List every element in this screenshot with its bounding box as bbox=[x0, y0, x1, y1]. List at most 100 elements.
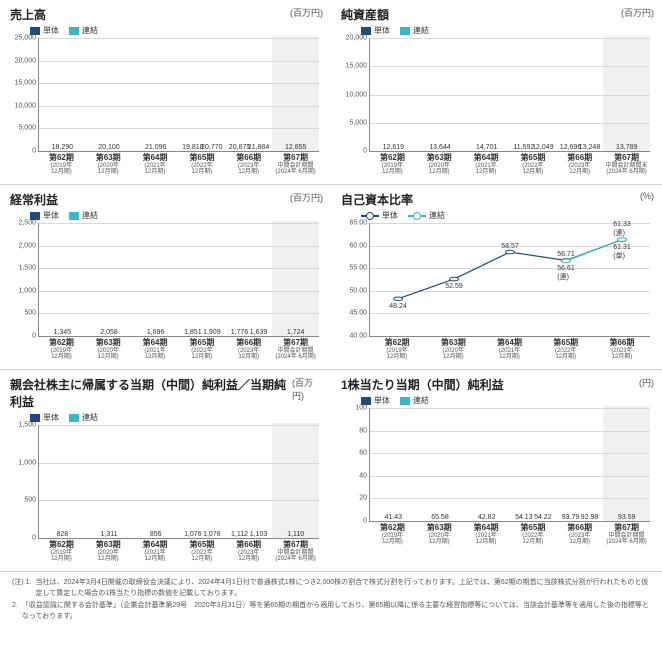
y-tick: 5,000 bbox=[349, 119, 370, 126]
plot-area: 40.0045.0050.0055.0060.0065.0048.2452.59… bbox=[369, 223, 650, 337]
legend-swatch bbox=[69, 212, 79, 220]
legend-item: 連結 bbox=[408, 210, 445, 221]
legend-swatch bbox=[69, 27, 79, 35]
chart-title: 1株当たり当期（中間）純利益 bbox=[341, 376, 504, 393]
x-category: 第63期(2020年12月期) bbox=[425, 337, 481, 365]
legend-swatch bbox=[30, 414, 40, 422]
legend-item: 連結 bbox=[69, 412, 98, 423]
legend-item: 連結 bbox=[400, 25, 429, 36]
legend-label: 単体 bbox=[382, 210, 398, 221]
legend: 単体連結 bbox=[361, 25, 654, 36]
x-category: 第67期中間会計期間(2024年 6月期) bbox=[603, 522, 650, 550]
bar-value-label: 1,076 bbox=[184, 531, 202, 538]
bar-value-label: 20,770 bbox=[201, 144, 222, 151]
y-tick: 40.00 bbox=[349, 333, 370, 340]
bar-value-label: 12,049 bbox=[532, 144, 553, 151]
y-tick: 500 bbox=[24, 497, 39, 504]
chart-title: 親会社株主に帰属する当期（中間）純利益／当期純利益 bbox=[10, 376, 292, 410]
bar-value-label: 92.98 bbox=[581, 514, 599, 521]
bar-value-label: 93.59 bbox=[618, 514, 636, 521]
point-label: 58.57 bbox=[501, 243, 519, 250]
bar-value-label: 12,855 bbox=[285, 144, 306, 151]
chart-unit: (円) bbox=[639, 376, 654, 389]
plot-area: 05,00010,00015,00020,00012,61913,64414,7… bbox=[369, 38, 650, 152]
y-tick: 1,500 bbox=[18, 422, 39, 429]
bar-value-label: 828 bbox=[56, 531, 68, 538]
x-category: 第62期(2019年12月期) bbox=[369, 337, 425, 365]
plot-area: 05001,0001,5002,0002,5001,3452,0581,6961… bbox=[38, 223, 319, 337]
x-category: 第62期(2019年12月期) bbox=[38, 337, 85, 365]
legend-swatch bbox=[400, 27, 410, 35]
legend-label: 連結 bbox=[429, 210, 445, 221]
legend-line-swatch bbox=[408, 215, 426, 217]
chart-panel: 売上高(百万円)単体連結05,00010,00015,00020,00025,0… bbox=[0, 0, 331, 185]
x-category: 第64期(2021年12月期) bbox=[132, 539, 179, 567]
x-category: 第65期(2022年12月期) bbox=[509, 152, 556, 180]
x-category: 第67期中間会計期間(2024年 6月期) bbox=[272, 152, 319, 180]
y-tick: 55.00 bbox=[349, 265, 370, 272]
x-category: 第63期(2020年12月期) bbox=[416, 152, 463, 180]
bar-value-label: 1,112 bbox=[231, 531, 248, 538]
x-category: 第66期(2023年12月期) bbox=[594, 337, 650, 365]
y-tick: 50.00 bbox=[349, 287, 370, 294]
x-category: 第63期(2020年12月期) bbox=[85, 337, 132, 365]
plot-area: 05001,0001,5008281,3118561,0761,0781,112… bbox=[38, 425, 319, 539]
bar-value-label: 1,851 bbox=[184, 329, 202, 336]
bar-value-label: 2,058 bbox=[100, 329, 118, 336]
legend-swatch bbox=[30, 212, 40, 220]
legend-swatch bbox=[361, 27, 371, 35]
x-category: 第65期(2022年12月期) bbox=[538, 337, 594, 365]
chart-panel: 1株当たり当期（中間）純利益 (円) 単体連結 02040608010041.4365… bbox=[331, 370, 662, 572]
x-category: 第66期(2023年12月期) bbox=[225, 337, 272, 365]
y-tick: 5,000 bbox=[18, 125, 39, 132]
x-category: 第63期(2020年12月期) bbox=[85, 539, 132, 567]
legend-swatch bbox=[400, 397, 410, 405]
bar-value-label: 1,724 bbox=[287, 329, 305, 336]
footnote-marker: 2. bbox=[12, 601, 18, 622]
legend: 単体連結 bbox=[361, 395, 654, 406]
bar-value-label: 54.22 bbox=[534, 514, 552, 521]
legend: 単体 連結 bbox=[361, 210, 654, 221]
legend-item: 連結 bbox=[69, 210, 98, 221]
bar-value-label: 14,701 bbox=[476, 144, 497, 151]
bar-value-label: 12,619 bbox=[383, 144, 404, 151]
bar-value-label: 1,078 bbox=[203, 531, 221, 538]
y-tick: 10,000 bbox=[346, 91, 370, 98]
footnote: (注) 1.当社は、2024年3月4日開催の取締役会決議により、2024年4月1… bbox=[12, 578, 650, 599]
data-point bbox=[618, 238, 627, 242]
x-category: 第65期(2022年12月期) bbox=[178, 539, 225, 567]
bar-value-label: 1,696 bbox=[147, 329, 165, 336]
line-svg bbox=[370, 223, 650, 336]
bar-value-label: 13,248 bbox=[579, 144, 600, 151]
bar-value-label: 21,096 bbox=[145, 144, 166, 151]
x-category: 第64期(2021年12月期) bbox=[132, 152, 179, 180]
legend-label: 連結 bbox=[82, 412, 98, 423]
bar-value-label: 13,644 bbox=[429, 144, 450, 151]
data-point bbox=[450, 277, 459, 281]
plot-area: 02040608010041.4365.5842.8254.1354.2293.… bbox=[369, 408, 650, 522]
x-category: 第64期(2021年12月期) bbox=[463, 152, 510, 180]
chart-title: 経常利益 bbox=[10, 191, 58, 208]
y-tick: 25,000 bbox=[15, 35, 39, 42]
chart-unit: (百万円) bbox=[292, 376, 323, 402]
bar-value-label: 42.82 bbox=[478, 514, 496, 521]
bar-value-label: 21,884 bbox=[248, 144, 269, 151]
legend-label: 単体 bbox=[43, 25, 59, 36]
bar-value-label: 856 bbox=[150, 531, 162, 538]
legend: 単体連結 bbox=[30, 412, 323, 423]
point-label: 56.71 bbox=[557, 251, 575, 258]
bar-value-label: 1,639 bbox=[250, 329, 268, 336]
y-tick: 20,000 bbox=[346, 35, 370, 42]
bar-value-label: 18,290 bbox=[52, 144, 73, 151]
x-category: 第67期中間会計期間末(2024年 6月期) bbox=[603, 152, 650, 180]
y-tick: 45.00 bbox=[349, 310, 370, 317]
chart-title: 純資産額 bbox=[341, 6, 389, 23]
legend-swatch bbox=[361, 397, 371, 405]
x-category: 第66期(2023年12月期) bbox=[225, 539, 272, 567]
point-label: 48.24 bbox=[389, 303, 407, 310]
chart-unit: (百万円) bbox=[290, 191, 323, 204]
legend-swatch bbox=[69, 414, 79, 422]
y-tick: 10,000 bbox=[15, 102, 39, 109]
legend-item: 連結 bbox=[69, 25, 98, 36]
x-category: 第63期(2020年12月期) bbox=[416, 522, 463, 550]
